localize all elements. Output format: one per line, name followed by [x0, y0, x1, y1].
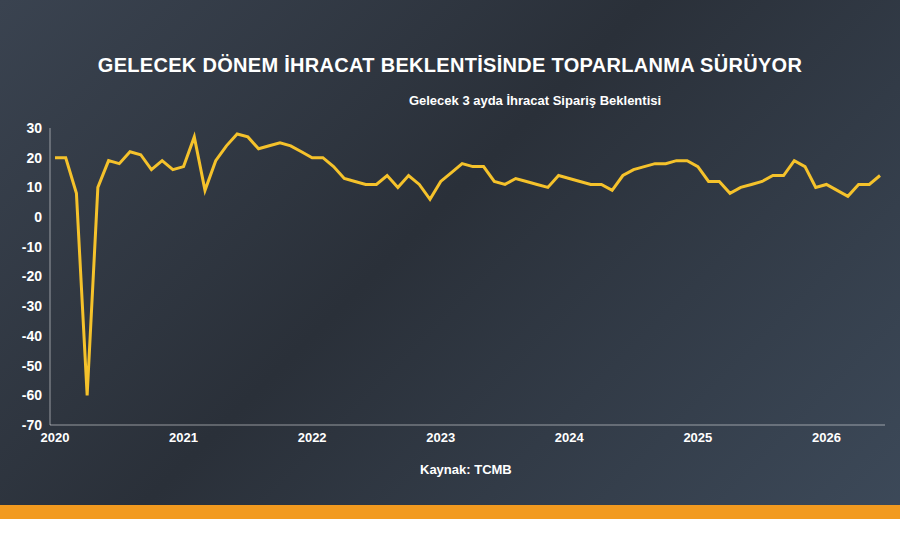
svg-text:0: 0 — [34, 209, 42, 225]
svg-text:10: 10 — [26, 179, 42, 195]
svg-text:2024: 2024 — [555, 430, 585, 445]
svg-text:2023: 2023 — [426, 430, 455, 445]
svg-text:-10: -10 — [22, 239, 42, 255]
svg-text:30: 30 — [26, 120, 42, 136]
svg-text:2022: 2022 — [298, 430, 327, 445]
svg-text:-60: -60 — [22, 387, 42, 403]
html-text:Gelecek 3 ayda İhracat Sipariş: Gelecek 3 ayda İhracat Sipariş Beklentis… — [408, 93, 662, 108]
svg-text:-70: -70 — [22, 417, 42, 433]
html-text:GELECEK DÖNEM İHRACAT BEKLENTİ: GELECEK DÖNEM İHRACAT BEKLENTİSİNDE TOPA… — [97, 54, 803, 76]
svg-text:2020: 2020 — [41, 430, 70, 445]
svg-text:-40: -40 — [22, 328, 42, 344]
svg-text:2021: 2021 — [169, 430, 198, 445]
svg-text:-50: -50 — [22, 358, 42, 374]
svg-text:2026: 2026 — [812, 430, 841, 445]
svg-text:20: 20 — [26, 150, 42, 166]
html-text:Kaynak: TCMB: Kaynak: TCMB — [420, 462, 512, 477]
svg-text:2025: 2025 — [683, 430, 712, 445]
svg-text:-20: -20 — [22, 268, 42, 284]
svg-text:-30: -30 — [22, 298, 42, 314]
